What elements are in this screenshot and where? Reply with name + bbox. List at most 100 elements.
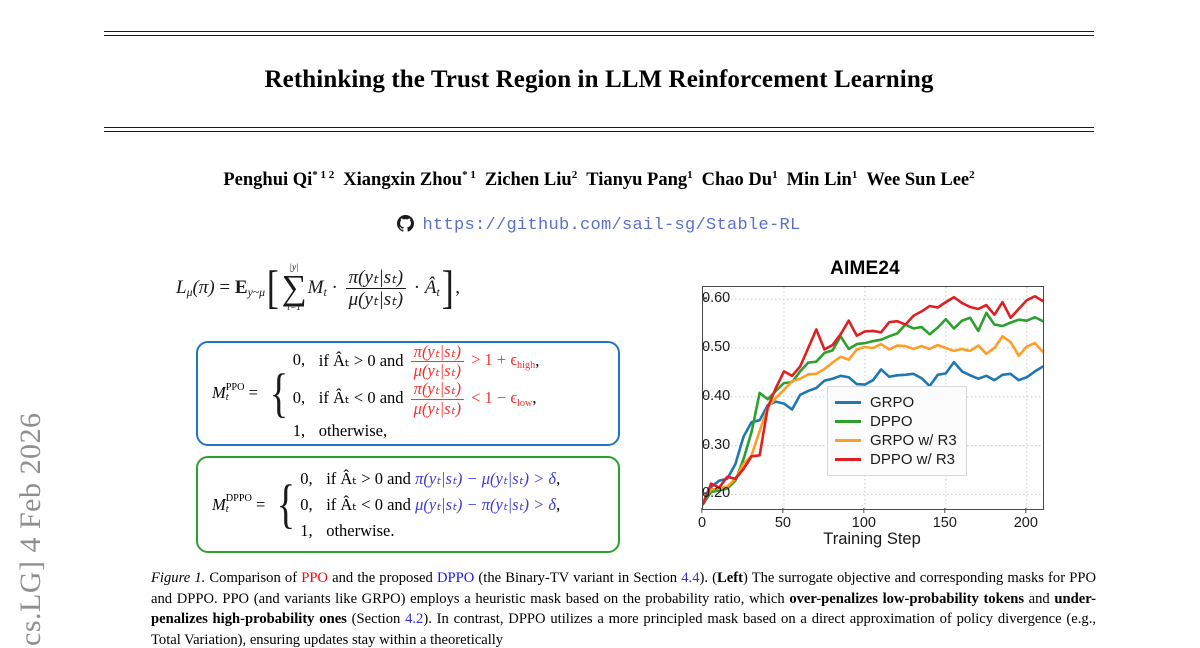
- caption-label: Figure 1.: [151, 570, 206, 586]
- case-value: 0,: [300, 494, 313, 514]
- github-link-row[interactable]: https://github.com/sail-sg/Stable-RL: [104, 215, 1094, 237]
- x-tick-label: 50: [774, 515, 792, 531]
- caption-section-ref-42[interactable]: 4.2: [405, 611, 424, 628]
- title-underrule: [104, 127, 1094, 132]
- x-tick-label: 200: [1013, 515, 1038, 531]
- case-row: 1, otherwise,: [293, 418, 540, 444]
- series-line: [703, 360, 1043, 505]
- x-tick-label: 0: [697, 515, 707, 531]
- legend-label: GRPO w/ R3: [870, 432, 957, 449]
- x-tick-label: 100: [851, 515, 876, 531]
- legend-color-swatch: [835, 419, 861, 424]
- ppo-ratio-den: μ(yₜ|sₜ): [413, 361, 461, 380]
- caption-section-ref-44[interactable]: 4.4: [681, 570, 700, 586]
- caption-text-1: Comparison of: [205, 570, 302, 586]
- x-tick-mark: [701, 508, 703, 513]
- author-name: Chao Du: [701, 170, 773, 191]
- case-value: 0,: [292, 350, 306, 370]
- objective-equation: Lμ(π) = Ey~μ[|y| ∑ t=1 Mt · π(yₜ|sₜ) μ(yₜ|sₜ…: [176, 262, 460, 315]
- legend-color-swatch: [835, 400, 861, 405]
- bracket-open: [: [266, 263, 279, 314]
- expectation-symbol: E: [234, 276, 248, 298]
- loss-symbol: L: [176, 276, 187, 298]
- advantage-symbol: Â: [424, 276, 437, 298]
- loss-subscript: μ: [186, 286, 193, 300]
- fraction-denominator: μ(yₜ|sₜ): [410, 361, 464, 380]
- ppo-subscript: t: [225, 392, 229, 404]
- dppo-equals: =: [251, 494, 270, 514]
- ratio-denominator-text: μ(yₜ|sₜ): [348, 289, 404, 310]
- case-row: 0, if Âₜ > 0 and π(yₜ|sₜ) − μ(yₜ|sₜ) > δ,: [300, 465, 560, 491]
- author-affiliation-mark: 1: [851, 169, 858, 181]
- epsilon-subscript: low: [517, 398, 533, 410]
- ppo-mask-symbol: M: [212, 383, 226, 403]
- expectation-subscript: y~μ: [247, 286, 266, 300]
- fraction-numerator: π(yₜ|sₜ): [411, 380, 464, 398]
- case-threshold: > 1 + ϵhigh: [471, 350, 536, 372]
- mask-symbol: M: [307, 276, 324, 298]
- case-condition: if Âₜ < 0 and: [318, 388, 404, 408]
- author-affiliation-mark: 1: [687, 169, 693, 181]
- dppo-subscript: t: [225, 503, 229, 515]
- series-line: [703, 311, 1043, 506]
- github-url[interactable]: https://github.com/sail-sg/Stable-RL: [422, 216, 801, 235]
- author-name: Xiangxin Zhou: [343, 170, 463, 191]
- plot-svg: [703, 287, 1043, 509]
- fraction-numerator: π(yₜ|sₜ): [346, 267, 406, 288]
- fraction: π(yₜ|sₜ) μ(yₜ|sₜ): [345, 267, 407, 311]
- case-value: 1,: [292, 421, 306, 441]
- fraction-numerator: π(yₜ|sₜ): [411, 341, 464, 361]
- author-affiliation-mark: 2: [969, 169, 975, 181]
- aime24-chart: AIME24 0.200.300.400.500.60050100150200 …: [645, 258, 1085, 558]
- sum-upper-limit: |y|: [289, 262, 299, 273]
- legend-item: DPPO w/ R3: [835, 450, 957, 469]
- caption-text-3: (the Binary-TV variant in Section: [474, 570, 682, 586]
- fraction: π(yₜ|sₜ) μ(yₜ|sₜ): [410, 380, 464, 418]
- case-row: 0, if Âₜ < 0 and μ(yₜ|sₜ) − π(yₜ|sₜ) > δ,: [300, 491, 560, 517]
- author-name: Wee Sun Lee: [866, 170, 970, 191]
- caption-text-4: ). (: [699, 570, 718, 586]
- x-tick-mark: [1025, 508, 1027, 513]
- series-line: [703, 334, 1043, 503]
- ratio-numerator-text: π(yₜ|sₜ): [348, 266, 404, 288]
- page-title: Rethinking the Trust Region in LLM Reinf…: [264, 66, 934, 93]
- case-row: 1, otherwise.: [300, 518, 560, 544]
- author-affiliation-mark: * 1: [462, 169, 476, 181]
- ppo-mask-equation: M PPO t = {0, if Âₜ > 0 and π(yₜ|sₜ) μ(yₜ|sₜ…: [212, 341, 540, 445]
- case-threshold: < 1 − ϵlow: [471, 388, 533, 410]
- case-row: 0, if Âₜ < 0 and π(yₜ|sₜ) μ(yₜ|sₜ) < 1 − ϵ…: [293, 380, 540, 418]
- cases-list: 0, if Âₜ > 0 and π(yₜ|sₜ) − μ(yₜ|sₜ) > δ,…: [300, 465, 560, 543]
- legend-item: DPPO: [835, 412, 957, 431]
- caption-dppo-mention: DPPO: [436, 570, 475, 586]
- fraction-denominator: μ(yₜ|sₜ): [410, 398, 464, 418]
- author-name: Min Lin: [786, 170, 852, 191]
- y-tick-mark: [702, 443, 707, 446]
- case-row: 0, if Âₜ > 0 and π(yₜ|sₜ) μ(yₜ|sₜ) > 1 + ϵ…: [292, 341, 540, 381]
- caption-text-6: and: [1024, 590, 1055, 607]
- legend-label: DPPO w/ R3: [870, 451, 956, 468]
- case-condition: if Âₜ > 0 and: [318, 350, 404, 370]
- dppo-mask-box: M DPPO t = {0, if Âₜ > 0 and π(yₜ|sₜ) − μ(y…: [196, 456, 620, 553]
- dppo-mask-symbol: M: [212, 494, 226, 514]
- author-name: Tianyu Pang: [586, 170, 688, 191]
- author-affiliation-mark: 1: [772, 169, 778, 181]
- case-tail: ,: [556, 468, 561, 488]
- dppo-mask-equation: M DPPO t = {0, if Âₜ > 0 and π(yₜ|sₜ) − μ(y…: [212, 465, 560, 543]
- author-name: Penghui Qi: [223, 170, 313, 191]
- case-value: 1,: [300, 520, 313, 540]
- case-condition: otherwise.: [326, 520, 395, 540]
- caption-text-2: and the proposed: [327, 570, 437, 586]
- ppo-ratio-num: π(yₜ|sₜ): [413, 341, 461, 361]
- y-tick-mark: [702, 346, 707, 348]
- legend-label: DPPO: [870, 413, 913, 430]
- legend-item: GRPO w/ R3: [835, 431, 957, 450]
- case-tail: ,: [556, 494, 561, 514]
- fraction-denominator: μ(yₜ|sₜ): [345, 288, 407, 310]
- equations-column: Lμ(π) = Ey~μ[|y| ∑ t=1 Mt · π(yₜ|sₜ) μ(yₜ|sₜ…: [150, 258, 620, 563]
- dppo-divergence-expr: π(yₜ|sₜ) − μ(yₜ|sₜ) > δ: [415, 468, 557, 488]
- caption-left-bold: Left: [717, 570, 743, 586]
- caption-text-8: ). In contrast, DPPO utilizes a more pri…: [151, 611, 1096, 648]
- legend-item: GRPO: [835, 393, 957, 412]
- ppo-ratio-den: μ(yₜ|sₜ): [413, 398, 461, 418]
- sum-lower-limit: t=1: [287, 302, 302, 313]
